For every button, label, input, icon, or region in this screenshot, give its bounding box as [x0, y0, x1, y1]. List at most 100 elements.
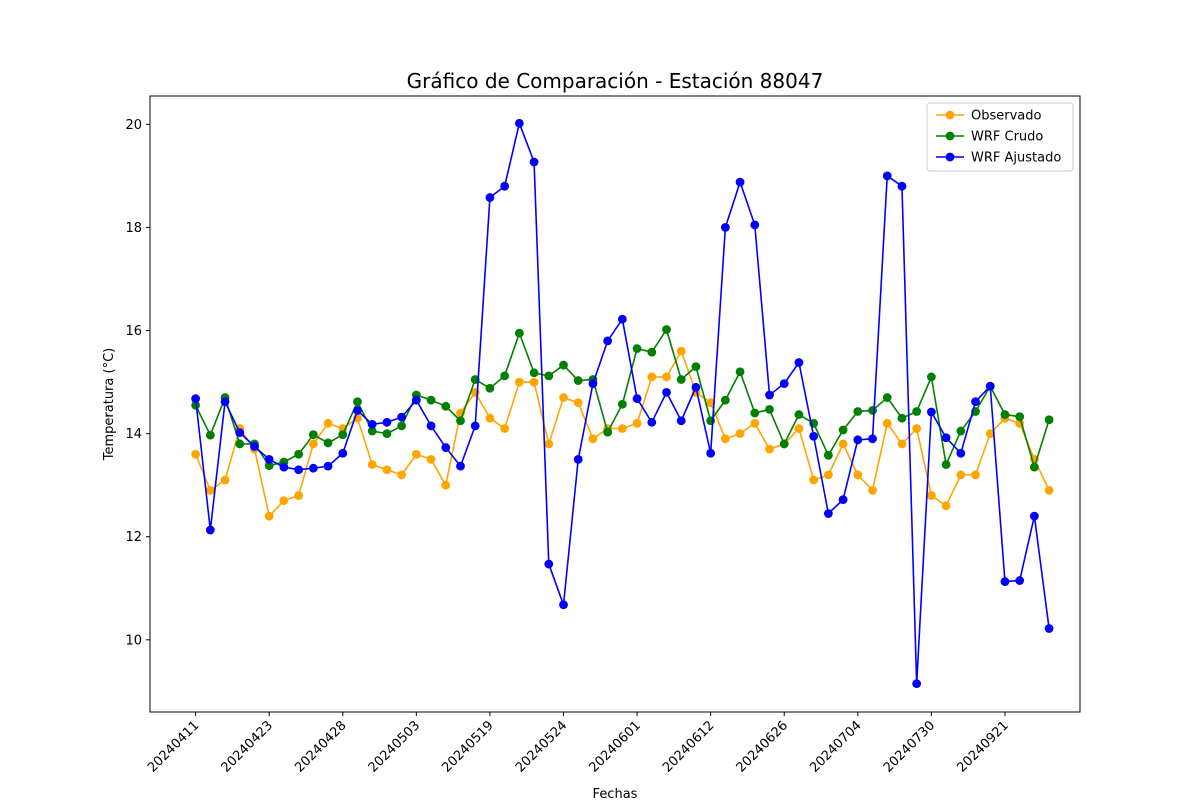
data-point-wrf-crudo [559, 360, 568, 370]
data-point-wrf-ajustado [456, 461, 465, 471]
data-point-observado [750, 418, 760, 428]
data-point-wrf-ajustado [426, 421, 436, 431]
data-point-wrf-ajustado [971, 397, 980, 407]
data-point-wrf-crudo [544, 371, 554, 381]
data-point-observado [367, 460, 377, 469]
legend-label-wrf-ajustado: WRF Ajustado [971, 151, 1061, 166]
data-point-observado [323, 418, 333, 428]
data-point-wrf-ajustado [676, 416, 686, 426]
legend-marker-observado [945, 110, 955, 120]
x-tick-label: 20240612 [660, 718, 717, 775]
data-point-wrf-ajustado [573, 455, 583, 464]
data-point-observado [882, 418, 892, 428]
data-point-wrf-ajustado [397, 412, 407, 422]
data-point-wrf-ajustado [735, 177, 745, 187]
data-point-wrf-crudo [956, 426, 966, 436]
data-point-wrf-crudo [750, 408, 760, 418]
data-point-wrf-crudo [882, 393, 892, 402]
data-point-wrf-crudo [1000, 410, 1010, 419]
data-point-wrf-crudo [779, 439, 789, 449]
data-point-wrf-ajustado [250, 442, 259, 451]
data-point-wrf-ajustado [514, 118, 524, 128]
legend-frame [926, 102, 1074, 172]
data-point-observado [529, 377, 539, 387]
data-point-observado [706, 398, 716, 408]
x-tick-label: 20240428 [292, 718, 349, 775]
data-point-wrf-ajustado [662, 388, 671, 397]
data-point-wrf-ajustado [441, 443, 451, 452]
data-point-wrf-crudo [353, 397, 362, 407]
data-point-wrf-ajustado [706, 448, 716, 458]
data-point-wrf-ajustado [779, 379, 789, 389]
data-point-wrf-ajustado [617, 314, 627, 324]
data-point-wrf-crudo [397, 421, 407, 431]
y-tick-label: 20 [125, 118, 142, 133]
data-point-observado [823, 470, 833, 480]
data-point-observado [588, 434, 598, 444]
data-point-wrf-ajustado [720, 223, 730, 232]
data-point-wrf-ajustado [823, 509, 833, 518]
data-point-wrf-crudo [264, 461, 274, 470]
data-point-wrf-ajustado [279, 462, 289, 472]
data-point-observado [647, 372, 657, 382]
data-point-wrf-ajustado [559, 600, 568, 610]
y-axis-label: Temperatura (°C) [102, 348, 117, 461]
data-point-wrf-crudo [823, 450, 833, 460]
plot-area [149, 95, 1081, 713]
data-point-observado [735, 429, 745, 439]
data-point-observado [205, 485, 215, 495]
data-point-observado [294, 491, 304, 500]
data-point-observado [765, 444, 774, 454]
data-point-wrf-ajustado [912, 679, 922, 689]
y-tick-label: 14 [125, 427, 142, 442]
data-point-wrf-crudo [868, 406, 877, 415]
data-point-observado [500, 424, 510, 433]
data-point-wrf-crudo [500, 371, 510, 381]
x-tick-label: 20240921 [954, 718, 1011, 775]
data-point-wrf-ajustado [382, 417, 392, 427]
data-point-wrf-crudo [338, 430, 348, 440]
data-point-wrf-ajustado [411, 395, 421, 405]
data-point-wrf-ajustado [794, 358, 804, 367]
data-point-wrf-ajustado [529, 157, 539, 167]
data-point-wrf-ajustado [1015, 576, 1025, 585]
data-point-wrf-ajustado [500, 181, 510, 191]
data-point-observado [559, 393, 568, 402]
data-point-wrf-ajustado [765, 390, 774, 400]
data-point-observado [573, 398, 583, 408]
data-point-observado [662, 372, 671, 382]
series-wrf-ajustado [191, 118, 1054, 689]
data-point-wrf-ajustado [809, 431, 819, 441]
data-point-wrf-ajustado [868, 434, 877, 444]
data-point-wrf-ajustado [294, 465, 304, 475]
data-point-observado [809, 475, 819, 485]
data-point-wrf-ajustado [1044, 624, 1054, 633]
x-tick-label: 20240519 [439, 718, 496, 775]
data-point-wrf-ajustado [353, 406, 362, 415]
x-tick-label: 20240503 [366, 718, 423, 775]
data-point-wrf-crudo [294, 449, 304, 459]
data-point-observado [676, 346, 686, 356]
data-point-wrf-crudo [529, 368, 539, 378]
data-point-observado [514, 377, 524, 387]
data-point-wrf-ajustado [367, 419, 377, 429]
data-point-wrf-crudo [735, 367, 745, 377]
data-point-wrf-ajustado [220, 397, 230, 407]
x-tick-label: 20240730 [881, 718, 938, 775]
data-point-wrf-crudo [441, 401, 451, 411]
x-axis: 20240411 20240423 20240428 20240503 20240519… [145, 712, 1012, 776]
data-point-observado [411, 449, 421, 459]
data-point-wrf-ajustado [691, 382, 701, 392]
data-point-wrf-crudo [1015, 412, 1025, 422]
data-point-wrf-crudo [323, 438, 333, 448]
data-point-wrf-crudo [941, 460, 951, 469]
y-axis: 10 12 14 16 18 20 [125, 118, 150, 648]
data-point-wrf-ajustado [264, 455, 274, 464]
data-point-observado [868, 485, 877, 495]
data-point-wrf-ajustado [853, 435, 863, 445]
data-point-observado [308, 439, 318, 449]
data-point-wrf-crudo [205, 430, 215, 440]
data-point-wrf-ajustado [647, 417, 657, 427]
data-point-wrf-crudo [617, 399, 627, 409]
data-point-wrf-ajustado [323, 461, 333, 471]
